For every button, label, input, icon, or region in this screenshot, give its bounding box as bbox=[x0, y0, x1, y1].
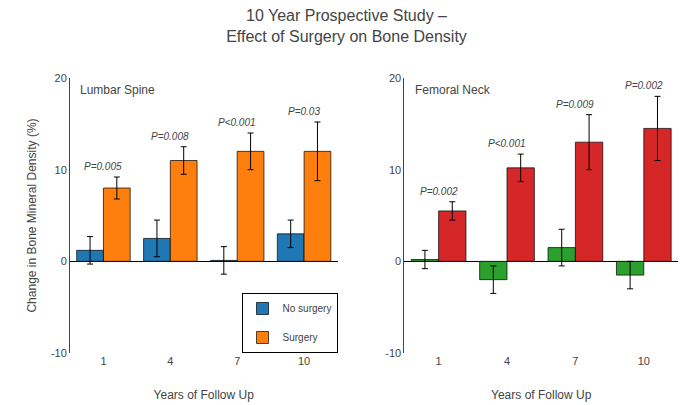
svg-text:20: 20 bbox=[55, 72, 67, 84]
svg-text:Years of Follow Up: Years of Follow Up bbox=[491, 388, 592, 402]
svg-text:10: 10 bbox=[389, 164, 401, 176]
svg-text:0: 0 bbox=[61, 255, 67, 267]
svg-text:Change in Bone Mineral Density: Change in Bone Mineral Density (%) bbox=[25, 118, 39, 312]
svg-text:10 Year Prospective Study –Eff: 10 Year Prospective Study –Effect of Sur… bbox=[226, 7, 467, 45]
svg-text:Years of Follow Up: Years of Follow Up bbox=[154, 388, 255, 402]
svg-text:1: 1 bbox=[436, 355, 442, 367]
svg-text:P<0.001: P<0.001 bbox=[218, 117, 256, 128]
svg-text:No surgery: No surgery bbox=[283, 303, 332, 314]
svg-text:7: 7 bbox=[572, 355, 578, 367]
svg-text:Surgery: Surgery bbox=[283, 332, 318, 343]
svg-text:P=0.008: P=0.008 bbox=[151, 131, 189, 142]
svg-text:20: 20 bbox=[389, 72, 401, 84]
svg-text:Femoral Neck: Femoral Neck bbox=[415, 83, 491, 97]
svg-text:-10: -10 bbox=[385, 347, 401, 359]
svg-text:10: 10 bbox=[298, 355, 310, 367]
svg-text:P=0.002: P=0.002 bbox=[625, 80, 663, 91]
svg-text:0: 0 bbox=[395, 255, 401, 267]
svg-text:P=0.002: P=0.002 bbox=[420, 186, 458, 197]
svg-text:10: 10 bbox=[55, 164, 67, 176]
svg-text:4: 4 bbox=[504, 355, 510, 367]
svg-text:10: 10 bbox=[638, 355, 650, 367]
svg-text:1: 1 bbox=[100, 355, 106, 367]
svg-text:4: 4 bbox=[167, 355, 173, 367]
svg-text:P=0.005: P=0.005 bbox=[84, 161, 122, 172]
svg-text:P=0.009: P=0.009 bbox=[556, 99, 594, 110]
svg-text:7: 7 bbox=[234, 355, 240, 367]
svg-text:P<0.001: P<0.001 bbox=[488, 138, 526, 149]
svg-text:Lumbar Spine: Lumbar Spine bbox=[80, 83, 155, 97]
svg-text:P=0.03: P=0.03 bbox=[288, 106, 320, 117]
svg-text:-10: -10 bbox=[51, 347, 67, 359]
